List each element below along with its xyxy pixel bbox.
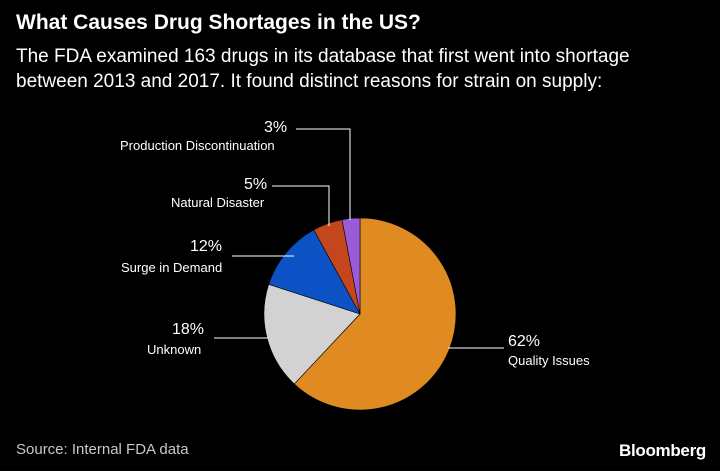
pie-slices bbox=[263, 217, 457, 411]
slice-label-unknown: Unknown bbox=[147, 342, 201, 357]
leader-line-natural-disaster bbox=[272, 185, 330, 226]
pie-slice-quality-issues bbox=[293, 217, 457, 411]
leader-line-production-discontinuation bbox=[296, 128, 351, 220]
slice-value-natural-disaster: 5% bbox=[244, 176, 267, 193]
slice-value-unknown: 18% bbox=[172, 321, 204, 338]
slice-value-quality-issues: 62% bbox=[508, 333, 540, 350]
slice-label-quality-issues: Quality Issues bbox=[508, 353, 590, 368]
pie-slice-surge-in-demand bbox=[268, 229, 361, 315]
source-note: Source: Internal FDA data bbox=[16, 441, 189, 458]
pie-leader-lines bbox=[214, 128, 504, 349]
chart-title: What Causes Drug Shortages in the US? bbox=[16, 11, 421, 34]
slice-value-production-discontinuation: 3% bbox=[264, 119, 287, 136]
slice-label-surge-in-demand: Surge in Demand bbox=[121, 260, 222, 275]
chart-subtitle: The FDA examined 163 drugs in its databa… bbox=[16, 46, 630, 92]
slice-value-surge-in-demand: 12% bbox=[190, 238, 222, 255]
bloomberg-logo: Bloomberg bbox=[618, 441, 706, 460]
slice-label-production-discontinuation: Production Discontinuation bbox=[120, 138, 275, 153]
slice-label-natural-disaster: Natural Disaster bbox=[171, 195, 265, 210]
pie-slice-production-discontinuation bbox=[341, 217, 361, 315]
